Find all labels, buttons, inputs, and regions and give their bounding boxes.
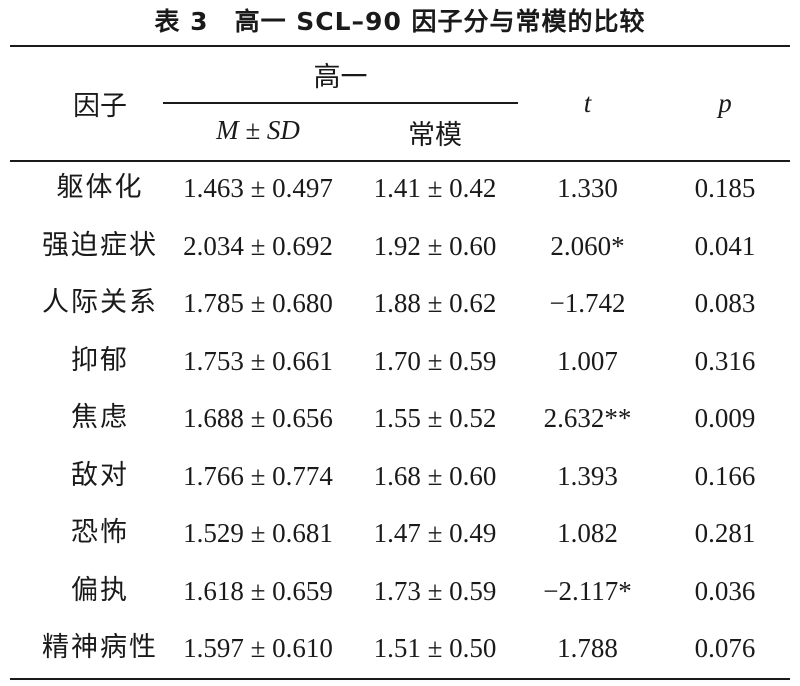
cell-norm: 1.88 ± 0.62	[373, 288, 497, 318]
header-group: 高一	[313, 62, 368, 93]
cell-factor: 人际关系	[42, 287, 158, 318]
cell-msd: 2.034 ± 0.692	[183, 230, 333, 261]
header-msd: M ± SD	[216, 115, 300, 145]
header-norm: 常模	[408, 120, 462, 151]
cell-p: 0.166	[694, 460, 756, 491]
cell-factor: 敌对	[71, 459, 129, 491]
cell-norm: 1.47 ± 0.49	[373, 518, 497, 548]
header-p: p	[718, 88, 732, 118]
cell-factor: 精神病性	[42, 632, 158, 663]
cell-p: 0.281	[694, 518, 756, 548]
cell-factor: 恐怖	[71, 517, 129, 548]
cell-factor: 抑郁	[71, 344, 129, 376]
cell-msd: 1.766 ± 0.774	[183, 460, 333, 491]
cell-p: 0.041	[694, 230, 756, 261]
cell-t: 2.060*	[550, 230, 625, 261]
header-rule	[10, 160, 790, 162]
cell-msd: 1.597 ± 0.610	[183, 633, 333, 663]
cell-t: 1.330	[557, 173, 618, 203]
cell-norm: 1.41 ± 0.42	[373, 173, 497, 203]
cell-t: 1.082	[557, 518, 618, 548]
cell-msd: 1.463 ± 0.497	[183, 173, 333, 203]
cell-p: 0.009	[694, 403, 756, 433]
cell-p: 0.316	[694, 345, 756, 376]
cell-norm: 1.70 ± 0.59	[373, 345, 497, 376]
cell-factor: 强迫症状	[42, 229, 158, 261]
cell-norm: 1.68 ± 0.60	[373, 460, 497, 491]
cell-p: 0.083	[694, 288, 756, 318]
cell-t: −2.117*	[543, 575, 632, 606]
cell-factor: 躯体化	[56, 172, 144, 203]
table-number: 表 3	[154, 7, 209, 36]
top-rule	[10, 45, 790, 47]
cell-p: 0.185	[694, 173, 756, 203]
cell-msd: 1.529 ± 0.681	[183, 518, 333, 548]
cell-msd: 1.753 ± 0.661	[183, 345, 333, 376]
cell-t: 2.632**	[543, 403, 632, 433]
header-factor: 因子	[73, 91, 127, 122]
cell-factor: 偏执	[71, 574, 129, 606]
bottom-rule	[10, 678, 790, 680]
cell-norm: 1.55 ± 0.52	[373, 403, 497, 433]
group-subrule	[163, 102, 518, 104]
cell-factor: 焦虑	[71, 402, 129, 433]
cell-t: 1.788	[557, 633, 618, 663]
cell-msd: 1.688 ± 0.656	[183, 403, 333, 433]
cell-msd: 1.785 ± 0.680	[183, 288, 333, 318]
cell-norm: 1.73 ± 0.59	[373, 575, 497, 606]
cell-t: 1.393	[557, 460, 618, 491]
header-t: t	[583, 88, 592, 118]
cell-norm: 1.92 ± 0.60	[373, 230, 497, 261]
table-caption: 表 3 高一 SCL–90 因子分与常模的比较	[0, 6, 800, 38]
cell-p: 0.076	[694, 633, 756, 663]
cell-t: 1.007	[557, 345, 618, 376]
cell-t: −1.742	[549, 288, 626, 318]
cell-p: 0.036	[694, 575, 756, 606]
table-title: 高一 SCL–90 因子分与常模的比较	[234, 7, 646, 36]
cell-norm: 1.51 ± 0.50	[373, 633, 497, 663]
cell-msd: 1.618 ± 0.659	[183, 575, 333, 606]
